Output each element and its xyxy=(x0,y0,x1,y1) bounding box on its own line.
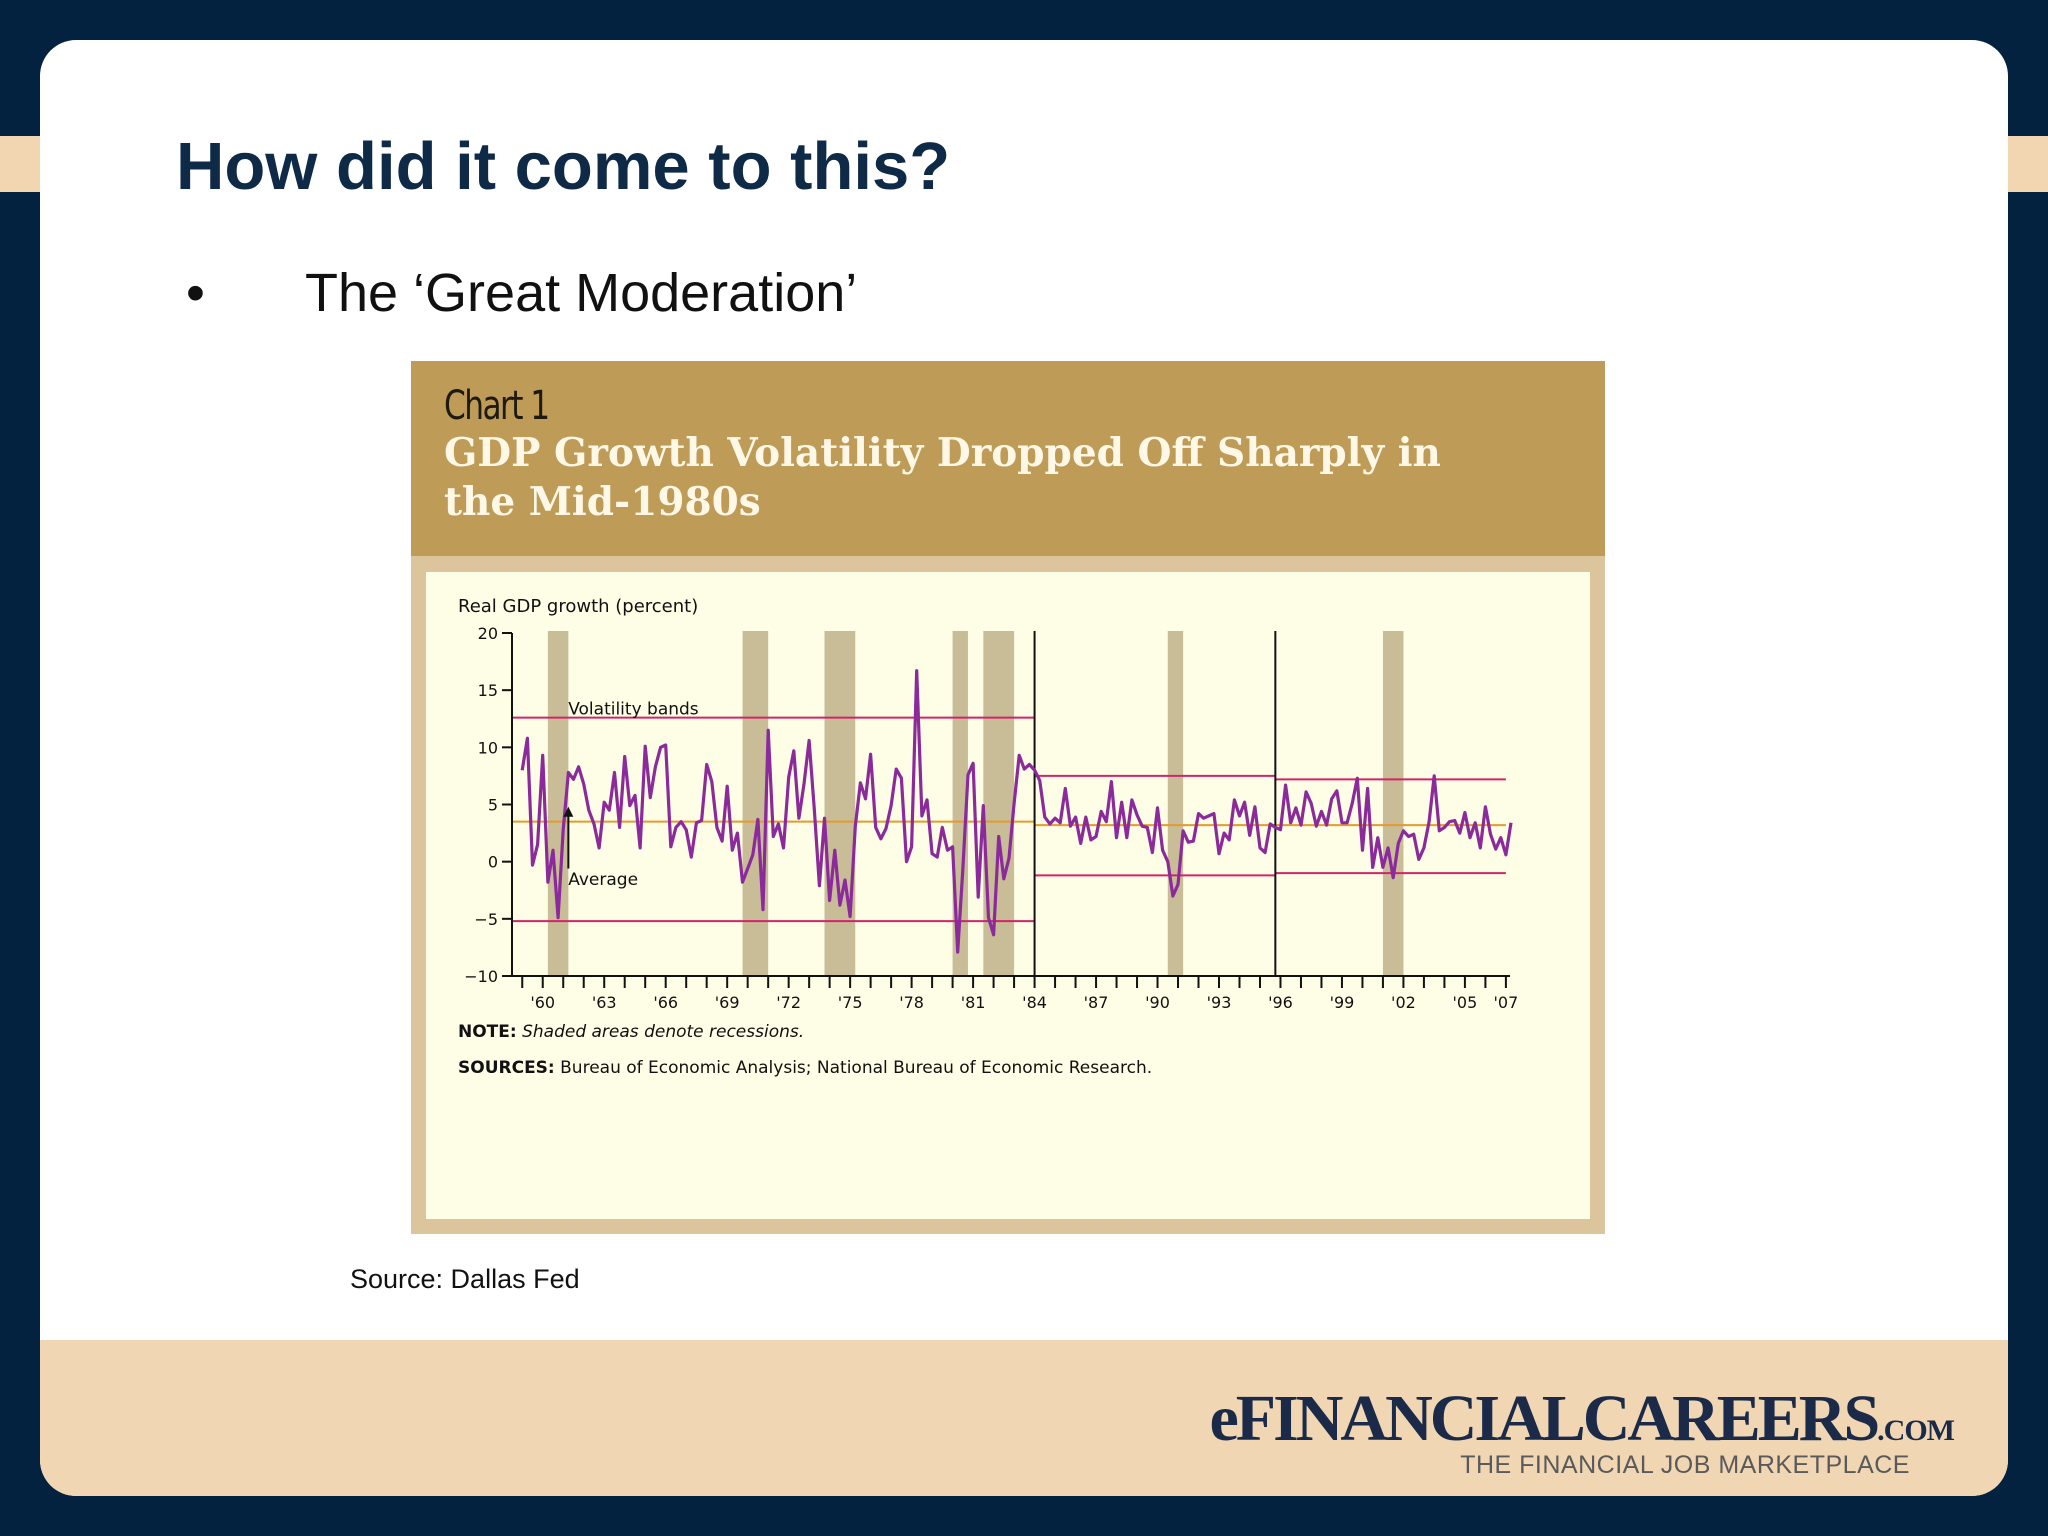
chart-plot-area: 20 15 10 5 0 −5 −10 Real GDP growth (percent) '6… xyxy=(426,572,1590,1219)
y-tick-label: 10 xyxy=(478,738,498,757)
footer-band xyxy=(40,1340,2008,1496)
left-accent-tab xyxy=(0,136,42,192)
source-caption: Source: Dallas Fed xyxy=(350,1264,580,1294)
recession-shade xyxy=(824,631,856,976)
y-tick-label: 20 xyxy=(478,624,498,643)
y-tick-label: 15 xyxy=(478,681,498,700)
y-tick-label: 5 xyxy=(488,796,498,815)
x-tick-label: '87 xyxy=(1084,993,1109,1012)
slide-title: How did it come to this? xyxy=(176,129,951,204)
x-tick-label: '69 xyxy=(715,993,740,1012)
bullet-text: The ‘Great Moderation’ xyxy=(305,263,858,323)
x-tick-label: '84 xyxy=(1022,993,1047,1012)
x-tick-label: '75 xyxy=(838,993,863,1012)
recession-shade xyxy=(742,631,769,976)
x-tick-label: '07 xyxy=(1494,993,1519,1012)
chart-figure: Chart 1 GDP Growth Volatility Dropped Of… xyxy=(411,361,1605,1234)
x-tick-label: '02 xyxy=(1391,993,1416,1012)
recession-shade xyxy=(1167,631,1184,976)
x-tick-label: '63 xyxy=(592,993,617,1012)
gdp-growth-chart: 20 15 10 5 0 −5 −10 Real GDP growth (percent) '6… xyxy=(458,596,1519,1078)
right-accent-tab xyxy=(2006,136,2048,192)
logo-com-text: .COM xyxy=(1877,1414,1955,1447)
x-tick-label: '60 xyxy=(530,993,555,1012)
x-tick-label: '81 xyxy=(961,993,986,1012)
note-label: NOTE: xyxy=(458,1022,517,1042)
logo-wordmark: eFINANCIALCAREERS.COM xyxy=(1209,1381,1955,1457)
x-tick-label: '78 xyxy=(899,993,924,1012)
logo-tagline: THE FINANCIAL JOB MARKETPLACE xyxy=(1460,1451,1910,1479)
x-tick-label: '90 xyxy=(1145,993,1170,1012)
y-axis-title: Real GDP growth (percent) xyxy=(458,596,698,617)
note-text: Shaded areas denote recessions. xyxy=(517,1022,804,1042)
x-tick-label: '96 xyxy=(1268,993,1293,1012)
bullet-dot-icon: • xyxy=(186,263,205,323)
chart-title: GDP Growth Volatility Dropped Off Sharpl… xyxy=(444,430,1441,525)
slide: How did it come to this? • The ‘Great Mo… xyxy=(40,40,2008,1496)
sources-text: Bureau of Economic Analysis; National Bu… xyxy=(555,1058,1152,1078)
average-arrow-head-icon xyxy=(563,806,574,817)
chart-sources: SOURCES: Bureau of Economic Analysis; Na… xyxy=(458,1058,1152,1078)
sources-label: SOURCES: xyxy=(458,1058,555,1078)
y-tick-label: −5 xyxy=(474,910,498,929)
x-tick-label: '66 xyxy=(653,993,678,1012)
x-tick-label: '99 xyxy=(1330,993,1355,1012)
x-tick-label: '72 xyxy=(776,993,801,1012)
recession-shade xyxy=(983,631,1015,976)
average-label: Average xyxy=(568,870,638,890)
recession-shade xyxy=(1382,631,1404,976)
efinancialcareers-logo: eFINANCIALCAREERS.COM THE FINANCIAL JOB … xyxy=(1209,1381,1955,1496)
y-tick-label: −10 xyxy=(464,967,498,986)
volatility-bands-label: Volatility bands xyxy=(568,699,699,719)
chart-header: Chart 1 GDP Growth Volatility Dropped Of… xyxy=(411,361,1605,556)
gdp-growth-line xyxy=(520,669,1513,954)
chart-label: Chart 1 xyxy=(444,383,550,429)
x-tick-label: '05 xyxy=(1453,993,1478,1012)
logo-main-text: eFINANCIALCAREERS xyxy=(1209,1382,1880,1455)
chart-note: NOTE: Shaded areas denote recessions. xyxy=(458,1022,804,1042)
x-tick-label: '93 xyxy=(1207,993,1232,1012)
y-tick-label: 0 xyxy=(488,853,498,872)
